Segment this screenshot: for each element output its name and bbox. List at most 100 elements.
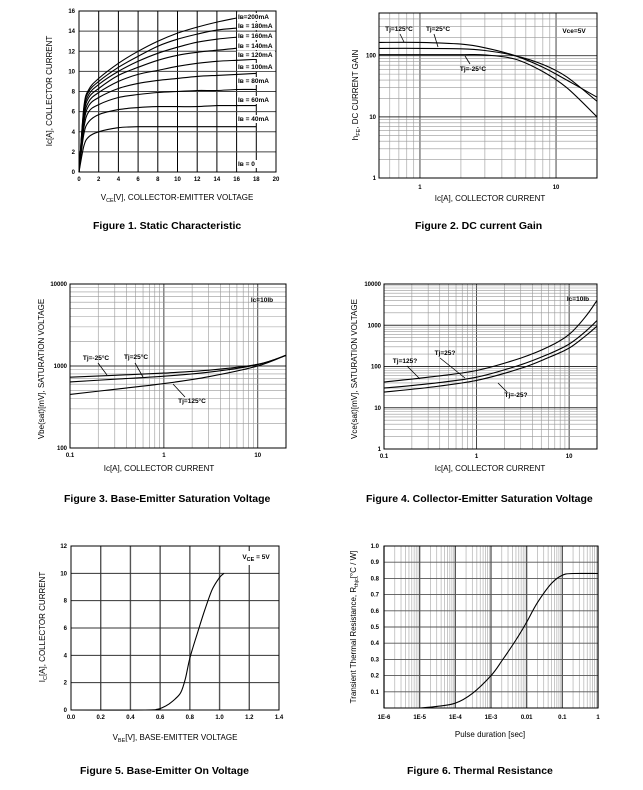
- leader-line: [439, 357, 466, 379]
- series-label: Iʙ = 140mA: [238, 43, 273, 50]
- series-label: Iʙ = 40mA: [238, 116, 269, 123]
- y-axis-label: hFE, DC CURRENT GAIN: [351, 50, 362, 141]
- chart-fig6: 1E-6 1E-5 1E-4 1E-3 0.01 0.1 1 0.1 0.2 0.3 0.4 0.5 0…: [349, 544, 600, 739]
- x-tick-label: 1: [596, 715, 600, 721]
- x-axis-label: Pulse duration [sec]: [455, 730, 525, 739]
- series-label: Tj=-25°C: [83, 354, 110, 362]
- label-bg: [237, 22, 275, 30]
- y-tick-label: 100: [366, 54, 377, 60]
- series-label: Tj=25?: [435, 350, 456, 357]
- series-line-3-1: [383, 320, 598, 389]
- chart-fig4: 0.1 1 10110100100010000Ic=10IbTj=125?Tj=25…: [350, 282, 598, 473]
- x-axis-label: Ic[A], COLLECTOR CURRENT: [435, 464, 546, 473]
- series-line-4-0: [70, 572, 225, 711]
- y-axis-label-part: [A], COLLECTOR CURRENT: [38, 572, 47, 676]
- leader-line: [433, 33, 439, 48]
- y-tick-label: 0.3: [371, 657, 380, 663]
- series-line-3-2: [383, 325, 598, 393]
- series-label: Iʙ=200mA: [238, 14, 269, 21]
- x-tick-label: 1: [162, 453, 166, 459]
- x-axis-label-part: [V], BASE-EMITTER VOLTAGE: [125, 733, 237, 742]
- series-line-0-6: [78, 88, 257, 173]
- figure-4-caption: Figure 4. Collector-Emitter Saturation V…: [366, 493, 593, 505]
- annotation-ic: Ic=10Ib: [567, 296, 589, 303]
- x-tick-label: 10: [174, 177, 181, 183]
- y-tick-label: 8: [72, 90, 76, 96]
- plot-frame: [378, 12, 598, 179]
- x-tick-label: 1.2: [245, 715, 254, 721]
- y-tick-label: 10: [374, 406, 381, 412]
- y-tick-label: 1000: [368, 323, 382, 329]
- x-axis-label-part: V: [113, 733, 119, 742]
- label-bg: [237, 63, 275, 71]
- leader-line: [134, 362, 144, 378]
- x-tick-label: 0.1: [66, 453, 75, 459]
- y-tick-label: 100: [371, 365, 382, 371]
- x-tick-label: 10: [566, 454, 573, 460]
- x-tick-label: 1E-5: [413, 715, 426, 721]
- series-label: Iʙ = 120mA: [238, 52, 273, 59]
- annotation-bg: [234, 551, 276, 565]
- x-tick-label: 18: [253, 177, 260, 183]
- y-axis-label-part: Transient Thermal Resistance, R: [349, 587, 358, 704]
- x-axis-label-part: CE: [106, 198, 114, 204]
- series-line-0-4: [78, 58, 257, 173]
- annotation-vce: Vce=5V: [562, 28, 586, 35]
- y-tick-label: 12: [60, 544, 67, 550]
- label-bg: [237, 13, 275, 21]
- series-line-1-2: [379, 53, 598, 118]
- y-axis-label-part: , DC CURRENT GAIN: [351, 50, 360, 129]
- x-tick-label: 10: [553, 185, 560, 191]
- annotation-vce-part: = 5V: [254, 554, 270, 561]
- plot-frame: [383, 283, 598, 450]
- chart-fig3: 0.1 1 10 100 1000 10000 Ic=10Ib Tj=-25°C Tj=25°C…: [37, 282, 287, 473]
- label-bg: [237, 96, 275, 104]
- x-tick-label: 20: [273, 177, 280, 183]
- series-label: Iʙ = 180mA: [238, 23, 273, 30]
- y-tick-label: 16: [68, 9, 75, 15]
- leader-line: [464, 55, 471, 65]
- y-tick-label: 6: [64, 626, 68, 632]
- series-line-2-2: [69, 354, 287, 395]
- series-label: Iʙ = 60mA: [238, 97, 269, 104]
- series-label: Tj=125°C: [385, 25, 413, 33]
- x-tick-label: 1.4: [275, 715, 284, 721]
- x-tick-label: 0.8: [186, 715, 195, 721]
- x-tick-label: 0.2: [97, 715, 106, 721]
- y-axis-label: Transient Thermal Resistance, Rthjc[°C /…: [349, 551, 360, 704]
- y-axis-label-part: C: [43, 676, 49, 680]
- figure-1-caption: Figure 1. Static Characteristic: [93, 220, 242, 232]
- leader-line: [97, 362, 108, 376]
- y-axis-label: Vbe(sat)[mV], SATURATION VOLTAGE: [37, 299, 46, 439]
- leader-line: [399, 33, 405, 43]
- x-tick-label: 12: [194, 177, 201, 183]
- y-tick-label: 0.4: [371, 641, 380, 647]
- y-tick-label: 0.8: [371, 576, 380, 582]
- label-bg: [237, 42, 275, 50]
- series-line-0-8: [78, 126, 257, 173]
- chart-fig1: 0 2 4 6 8 10 12 14 16 18 20 0 2 4 6 8 10 12 14 16 Iʙ=200mA Iʙ…: [45, 9, 280, 204]
- series-line-0-2: [78, 36, 237, 173]
- x-axis-label-part: BE: [118, 738, 126, 744]
- x-tick-label: 1.0: [215, 715, 224, 721]
- plot-frame: [70, 545, 280, 711]
- y-tick-label: 10000: [364, 282, 381, 288]
- annotation-vce: VCE = 5V: [242, 554, 270, 563]
- chart-fig2: 1 10 1 10 100 Vce=5V Tj=125°C Tj=25°C Tj=-25°C Ic…: [351, 12, 598, 203]
- y-tick-label: 1: [378, 447, 382, 453]
- series-line-2-1: [69, 354, 287, 383]
- y-tick-label: 100: [57, 446, 68, 452]
- y-axis-label: IC[A], COLLECTOR CURRENT: [38, 572, 49, 683]
- x-tick-label: 16: [233, 177, 240, 183]
- y-tick-label: 6: [72, 110, 76, 116]
- x-tick-label: 6: [136, 177, 140, 183]
- y-axis-label-part: [°C / W]: [349, 551, 358, 579]
- y-tick-label: 1.0: [371, 544, 380, 550]
- x-axis-label-part: V: [101, 193, 107, 202]
- x-tick-label: 0.1: [380, 454, 389, 460]
- y-tick-label: 0.9: [371, 560, 380, 566]
- y-tick-label: 8: [64, 599, 68, 605]
- leader-line: [497, 382, 508, 393]
